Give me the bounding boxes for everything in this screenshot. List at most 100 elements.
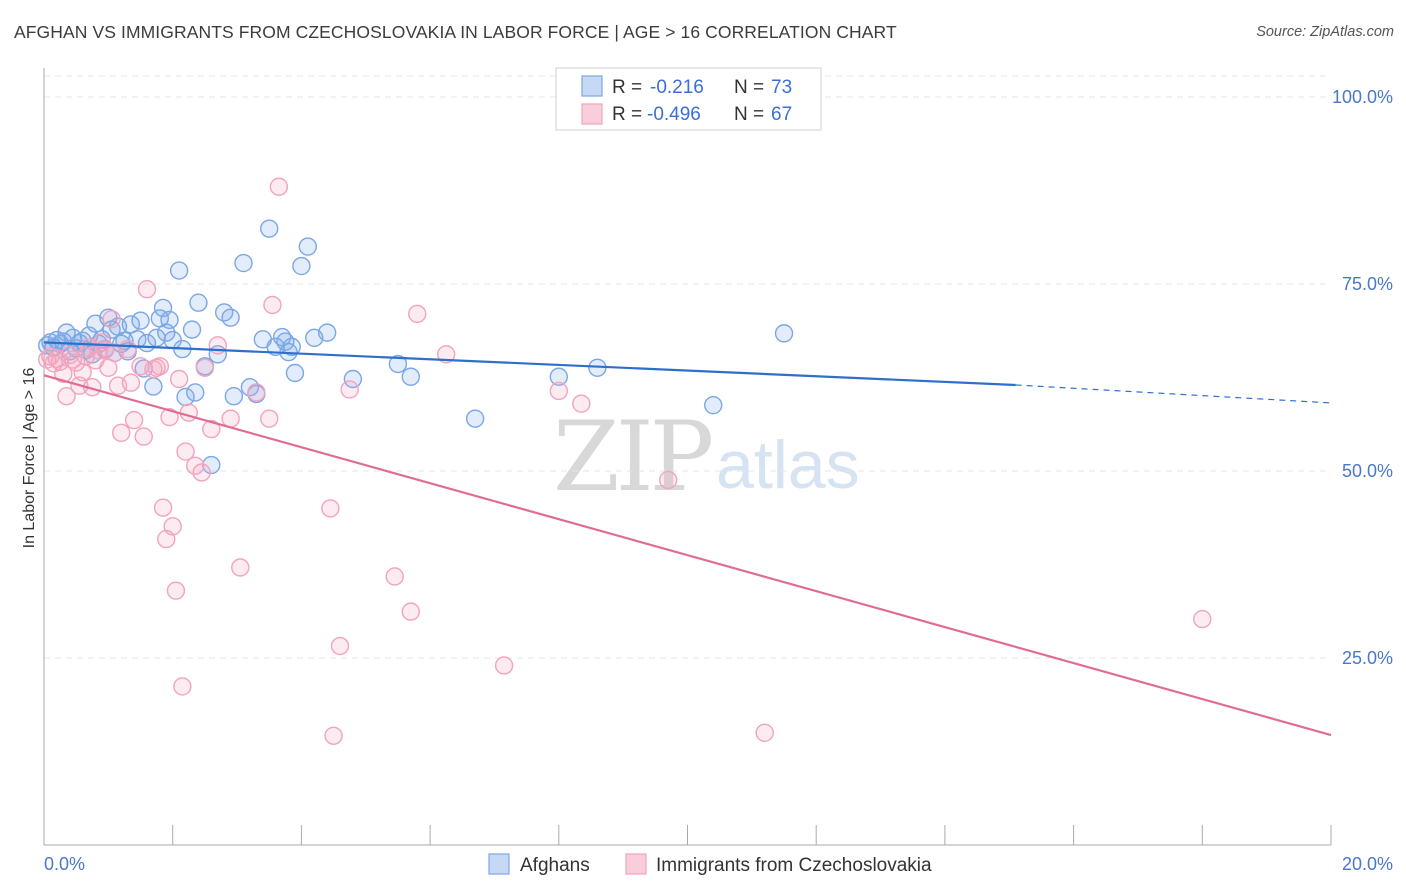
y-tick-label-0: 100.0% xyxy=(1332,87,1393,107)
afghans-point-72 xyxy=(774,324,794,343)
afghans-point-64 xyxy=(317,323,337,342)
czech-point-62 xyxy=(549,381,568,401)
stats-r-value-afghans: -0.216 xyxy=(650,77,704,98)
legend-swatch-afghans xyxy=(488,853,510,875)
czech-point-64 xyxy=(658,470,678,490)
czech-point-56 xyxy=(340,380,359,399)
afghans-point-48 xyxy=(221,308,240,327)
legend-swatch-czech xyxy=(625,853,647,875)
czech-point-35 xyxy=(160,407,179,427)
czech-point-28 xyxy=(134,427,153,446)
watermark-zip: ZIP xyxy=(553,401,712,513)
afghans-trend-extension xyxy=(1015,384,1332,404)
czech-point-29 xyxy=(137,280,157,299)
stats-swatch-afghans xyxy=(581,75,603,97)
chart-title: AFGHAN VS IMMIGRANTS FROM CZECHOSLOVAKIA… xyxy=(14,22,897,42)
trend-lines xyxy=(43,341,1332,737)
y-axis-label: In Labor Force | Age > 16 xyxy=(21,368,38,549)
czech-point-52 xyxy=(269,177,289,196)
afghans-point-60 xyxy=(285,363,305,383)
czech-point-60 xyxy=(436,345,456,364)
czech-point-5 xyxy=(54,364,73,383)
afghans-point-31 xyxy=(144,377,163,396)
source-credit: Source: ZipAtlas.com xyxy=(1256,24,1394,40)
czech-point-42 xyxy=(186,456,205,475)
axes xyxy=(43,68,1332,846)
afghans-point-54 xyxy=(260,219,279,238)
czech-point-51 xyxy=(263,295,282,315)
czech-point-57 xyxy=(385,567,404,586)
afghans-point-38 xyxy=(169,261,189,280)
czech-point-59 xyxy=(408,304,427,324)
afghans-point-62 xyxy=(298,237,318,256)
czech-points xyxy=(38,177,1212,745)
afghans-point-68 xyxy=(465,409,485,428)
stats-n-value-afghans: 73 xyxy=(771,77,792,98)
czech-point-48 xyxy=(231,558,250,577)
afghans-point-49 xyxy=(224,387,244,406)
afghans-point-28 xyxy=(131,311,150,330)
afghans-point-45 xyxy=(202,455,221,475)
afghans-point-65 xyxy=(343,369,363,389)
afghans-point-27 xyxy=(128,330,147,349)
czech-point-63 xyxy=(572,394,591,413)
czech-point-66 xyxy=(1193,609,1212,629)
czech-point-37 xyxy=(166,581,186,600)
czech-point-6 xyxy=(57,387,76,406)
czech-point-54 xyxy=(324,726,343,745)
stats-r-label-afghans: R = xyxy=(612,77,642,98)
czech-point-25 xyxy=(121,373,141,392)
legend: Afghans Immigrants from Czechoslovakia xyxy=(488,853,932,876)
czech-point-58 xyxy=(401,602,420,621)
czech-trend-line xyxy=(43,374,1332,737)
y-tick-label-3: 25.0% xyxy=(1342,648,1393,668)
stats-n-label-afghans: N = xyxy=(734,77,764,98)
afghans-point-59 xyxy=(282,337,301,357)
czech-point-47 xyxy=(221,409,240,428)
x-tick-label-0: 0.0% xyxy=(44,854,85,874)
czech-point-50 xyxy=(260,409,279,428)
stats-n-value-czech: 67 xyxy=(771,104,792,125)
afghans-point-43 xyxy=(189,293,208,312)
stats-r-label-czech: R = xyxy=(612,104,642,125)
czech-point-49 xyxy=(247,383,266,402)
stats-n-label-czech: N = xyxy=(734,104,764,125)
afghans-point-69 xyxy=(549,367,568,386)
stats-swatch-czech xyxy=(581,103,603,125)
czech-point-32 xyxy=(150,357,170,376)
czech-point-23 xyxy=(112,423,131,443)
x-tick-labels: 0.0% 20.0% xyxy=(44,854,1393,874)
y-tick-label-1: 75.0% xyxy=(1342,274,1393,294)
czech-point-24 xyxy=(118,339,137,359)
afghans-point-36 xyxy=(160,310,179,330)
czech-point-41 xyxy=(179,403,198,422)
czech-point-9 xyxy=(66,353,86,372)
afghans-point-66 xyxy=(388,354,408,374)
czech-point-39 xyxy=(173,677,192,696)
czech-point-33 xyxy=(153,498,173,517)
afghans-trend-line xyxy=(43,341,1016,387)
czech-point-26 xyxy=(124,410,144,430)
czech-point-20 xyxy=(102,309,121,329)
x-tick-label-1: 20.0% xyxy=(1342,854,1393,874)
czech-point-40 xyxy=(176,442,195,461)
czech-point-44 xyxy=(195,358,215,377)
y-tick-labels: 100.0% 75.0% 50.0% 25.0% xyxy=(1332,87,1393,668)
afghans-point-41 xyxy=(182,320,202,339)
czech-point-65 xyxy=(755,723,774,742)
stats-box: R = -0.216 N = 73 R = -0.496 N = 67 xyxy=(555,67,822,131)
watermark-atlas: atlas xyxy=(716,427,860,503)
afghans-point-42 xyxy=(186,383,205,402)
czech-point-45 xyxy=(202,419,221,439)
afghans-point-50 xyxy=(234,253,253,273)
czech-point-43 xyxy=(192,463,211,482)
czech-point-55 xyxy=(330,636,350,656)
legend-label-afghans: Afghans xyxy=(520,855,590,876)
y-tick-label-2: 50.0% xyxy=(1342,461,1393,481)
czech-point-38 xyxy=(169,369,189,389)
stats-r-value-czech: -0.496 xyxy=(647,104,701,125)
czech-point-53 xyxy=(321,499,340,518)
czech-point-36 xyxy=(163,517,182,536)
czech-point-61 xyxy=(494,656,514,675)
